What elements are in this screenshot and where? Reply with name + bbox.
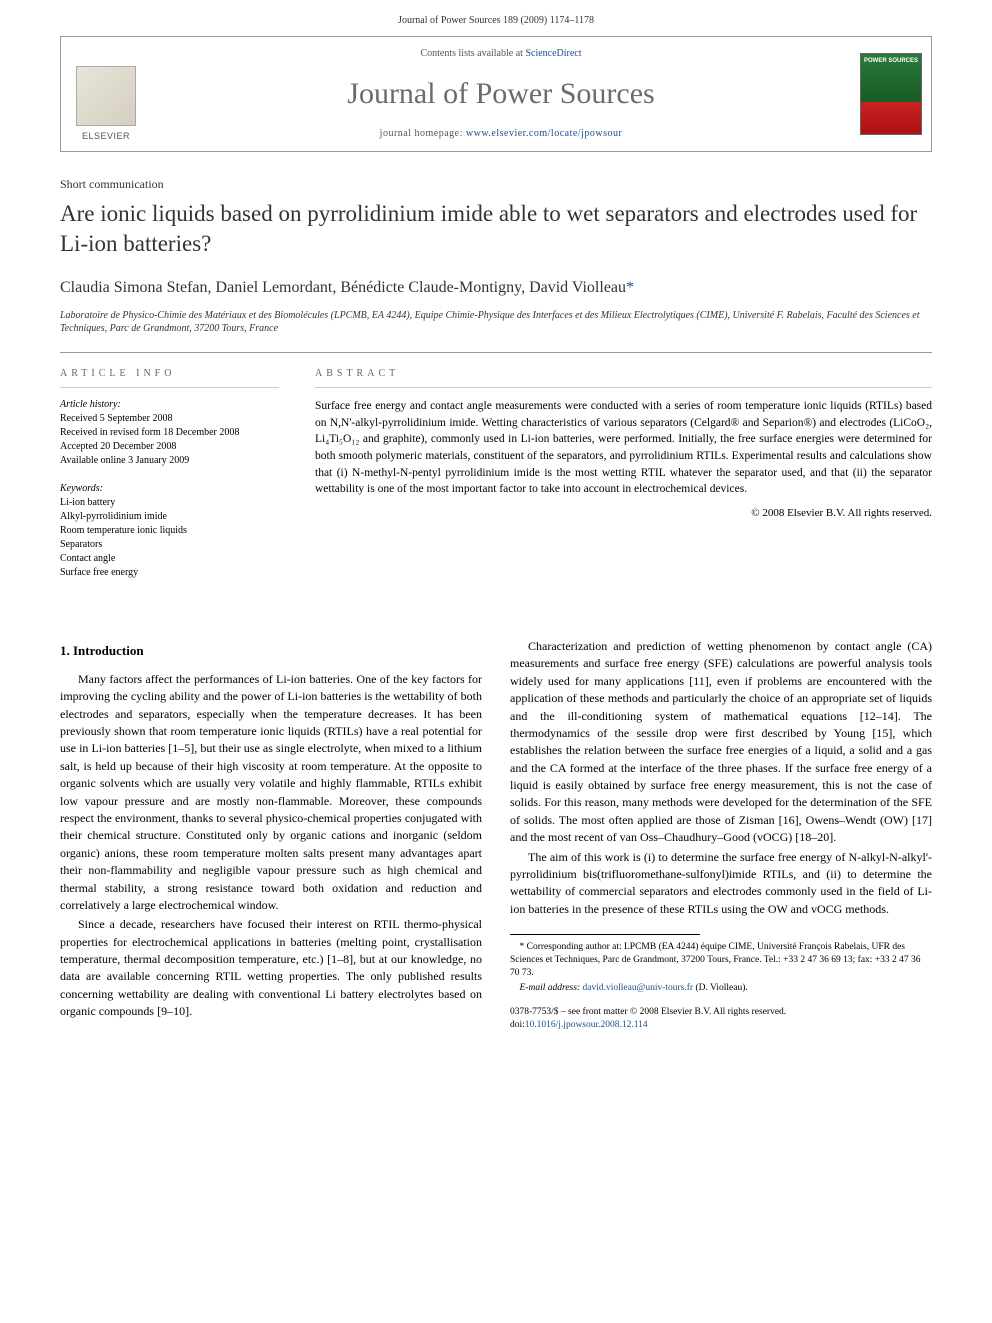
article-info-column: article info Article history: Received 5… — [60, 353, 295, 608]
contents-available-line: Contents lists available at ScienceDirec… — [159, 47, 843, 61]
corresponding-email-link[interactable]: david.violleau@univ-tours.fr — [582, 983, 693, 993]
contents-prefix: Contents lists available at — [420, 48, 525, 59]
cover-thumbnail-block — [851, 37, 931, 151]
sciencedirect-link[interactable]: ScienceDirect — [525, 48, 581, 59]
email-who: (D. Violleau). — [693, 983, 748, 993]
history-line: Received 5 September 2008 — [60, 412, 279, 426]
homepage-link[interactable]: www.elsevier.com/locate/jpowsour — [466, 128, 622, 139]
affiliation: Laboratoire de Physico-Chimie des Matéri… — [60, 309, 932, 336]
abstract-column: abstract Surface free energy and contact… — [295, 353, 932, 608]
article-title: Are ionic liquids based on pyrrolidinium… — [60, 199, 932, 259]
body-paragraph: The aim of this work is (i) to determine… — [510, 849, 932, 919]
footnote-separator — [510, 934, 700, 935]
history-label: Article history: — [60, 398, 279, 412]
keyword: Alkyl-pyrrolidinium imide — [60, 510, 279, 524]
body-paragraph: Characterization and prediction of wetti… — [510, 638, 932, 847]
article-footer: 0378-7753/$ – see front matter © 2008 El… — [510, 1006, 932, 1032]
corresponding-author-mark[interactable]: * — [626, 279, 634, 296]
history-line: Accepted 20 December 2008 — [60, 440, 279, 454]
keyword: Li-ion battery — [60, 496, 279, 510]
keyword: Separators — [60, 538, 279, 552]
journal-name: Journal of Power Sources — [159, 73, 843, 115]
keywords-block: Keywords: Li-ion battery Alkyl-pyrrolidi… — [60, 482, 279, 580]
section-heading: 1. Introduction — [60, 642, 482, 661]
publisher-logo-block: ELSEVIER — [61, 37, 151, 151]
doi-link[interactable]: 10.1016/j.jpowsour.2008.12.114 — [525, 1020, 648, 1030]
journal-masthead: ELSEVIER Contents lists available at Sci… — [60, 36, 932, 152]
homepage-line: journal homepage: www.elsevier.com/locat… — [159, 127, 843, 141]
doi-line: doi:10.1016/j.jpowsour.2008.12.114 — [510, 1019, 932, 1032]
masthead-center: Contents lists available at ScienceDirec… — [151, 37, 851, 151]
body-text-columns: 1. Introduction Many factors affect the … — [60, 638, 932, 1032]
abstract-copyright: © 2008 Elsevier B.V. All rights reserved… — [315, 506, 932, 521]
corresponding-author-footnote: * Corresponding author at: LPCMB (EA 424… — [510, 941, 932, 979]
keyword: Room temperature ionic liquids — [60, 524, 279, 538]
body-paragraph: Many factors affect the performances of … — [60, 671, 482, 914]
journal-cover-icon — [860, 53, 922, 135]
abstract-heading: abstract — [315, 367, 932, 388]
author-list: Claudia Simona Stefan, Daniel Lemordant,… — [60, 277, 932, 299]
body-paragraph: Since a decade, researchers have focused… — [60, 916, 482, 1020]
keyword: Contact angle — [60, 552, 279, 566]
doi-label: doi: — [510, 1020, 525, 1030]
info-abstract-row: article info Article history: Received 5… — [60, 352, 932, 608]
footnotes-block: * Corresponding author at: LPCMB (EA 424… — [510, 941, 932, 994]
email-footnote: E-mail address: david.violleau@univ-tour… — [510, 982, 932, 995]
article-container: Short communication Are ionic liquids ba… — [0, 176, 992, 1072]
issn-line: 0378-7753/$ – see front matter © 2008 El… — [510, 1006, 932, 1019]
abstract-text: Surface free energy and contact angle me… — [315, 398, 932, 498]
authors-text: Claudia Simona Stefan, Daniel Lemordant,… — [60, 279, 626, 296]
running-head: Journal of Power Sources 189 (2009) 1174… — [0, 0, 992, 36]
publisher-name: ELSEVIER — [82, 130, 130, 143]
article-history-block: Article history: Received 5 September 20… — [60, 398, 279, 468]
keyword: Surface free energy — [60, 566, 279, 580]
keywords-label: Keywords: — [60, 482, 279, 496]
article-type: Short communication — [60, 176, 932, 193]
homepage-prefix: journal homepage: — [380, 128, 466, 139]
elsevier-tree-icon — [76, 66, 136, 126]
history-line: Available online 3 January 2009 — [60, 454, 279, 468]
article-info-heading: article info — [60, 367, 279, 388]
history-line: Received in revised form 18 December 200… — [60, 426, 279, 440]
email-label: E-mail address: — [520, 983, 581, 993]
